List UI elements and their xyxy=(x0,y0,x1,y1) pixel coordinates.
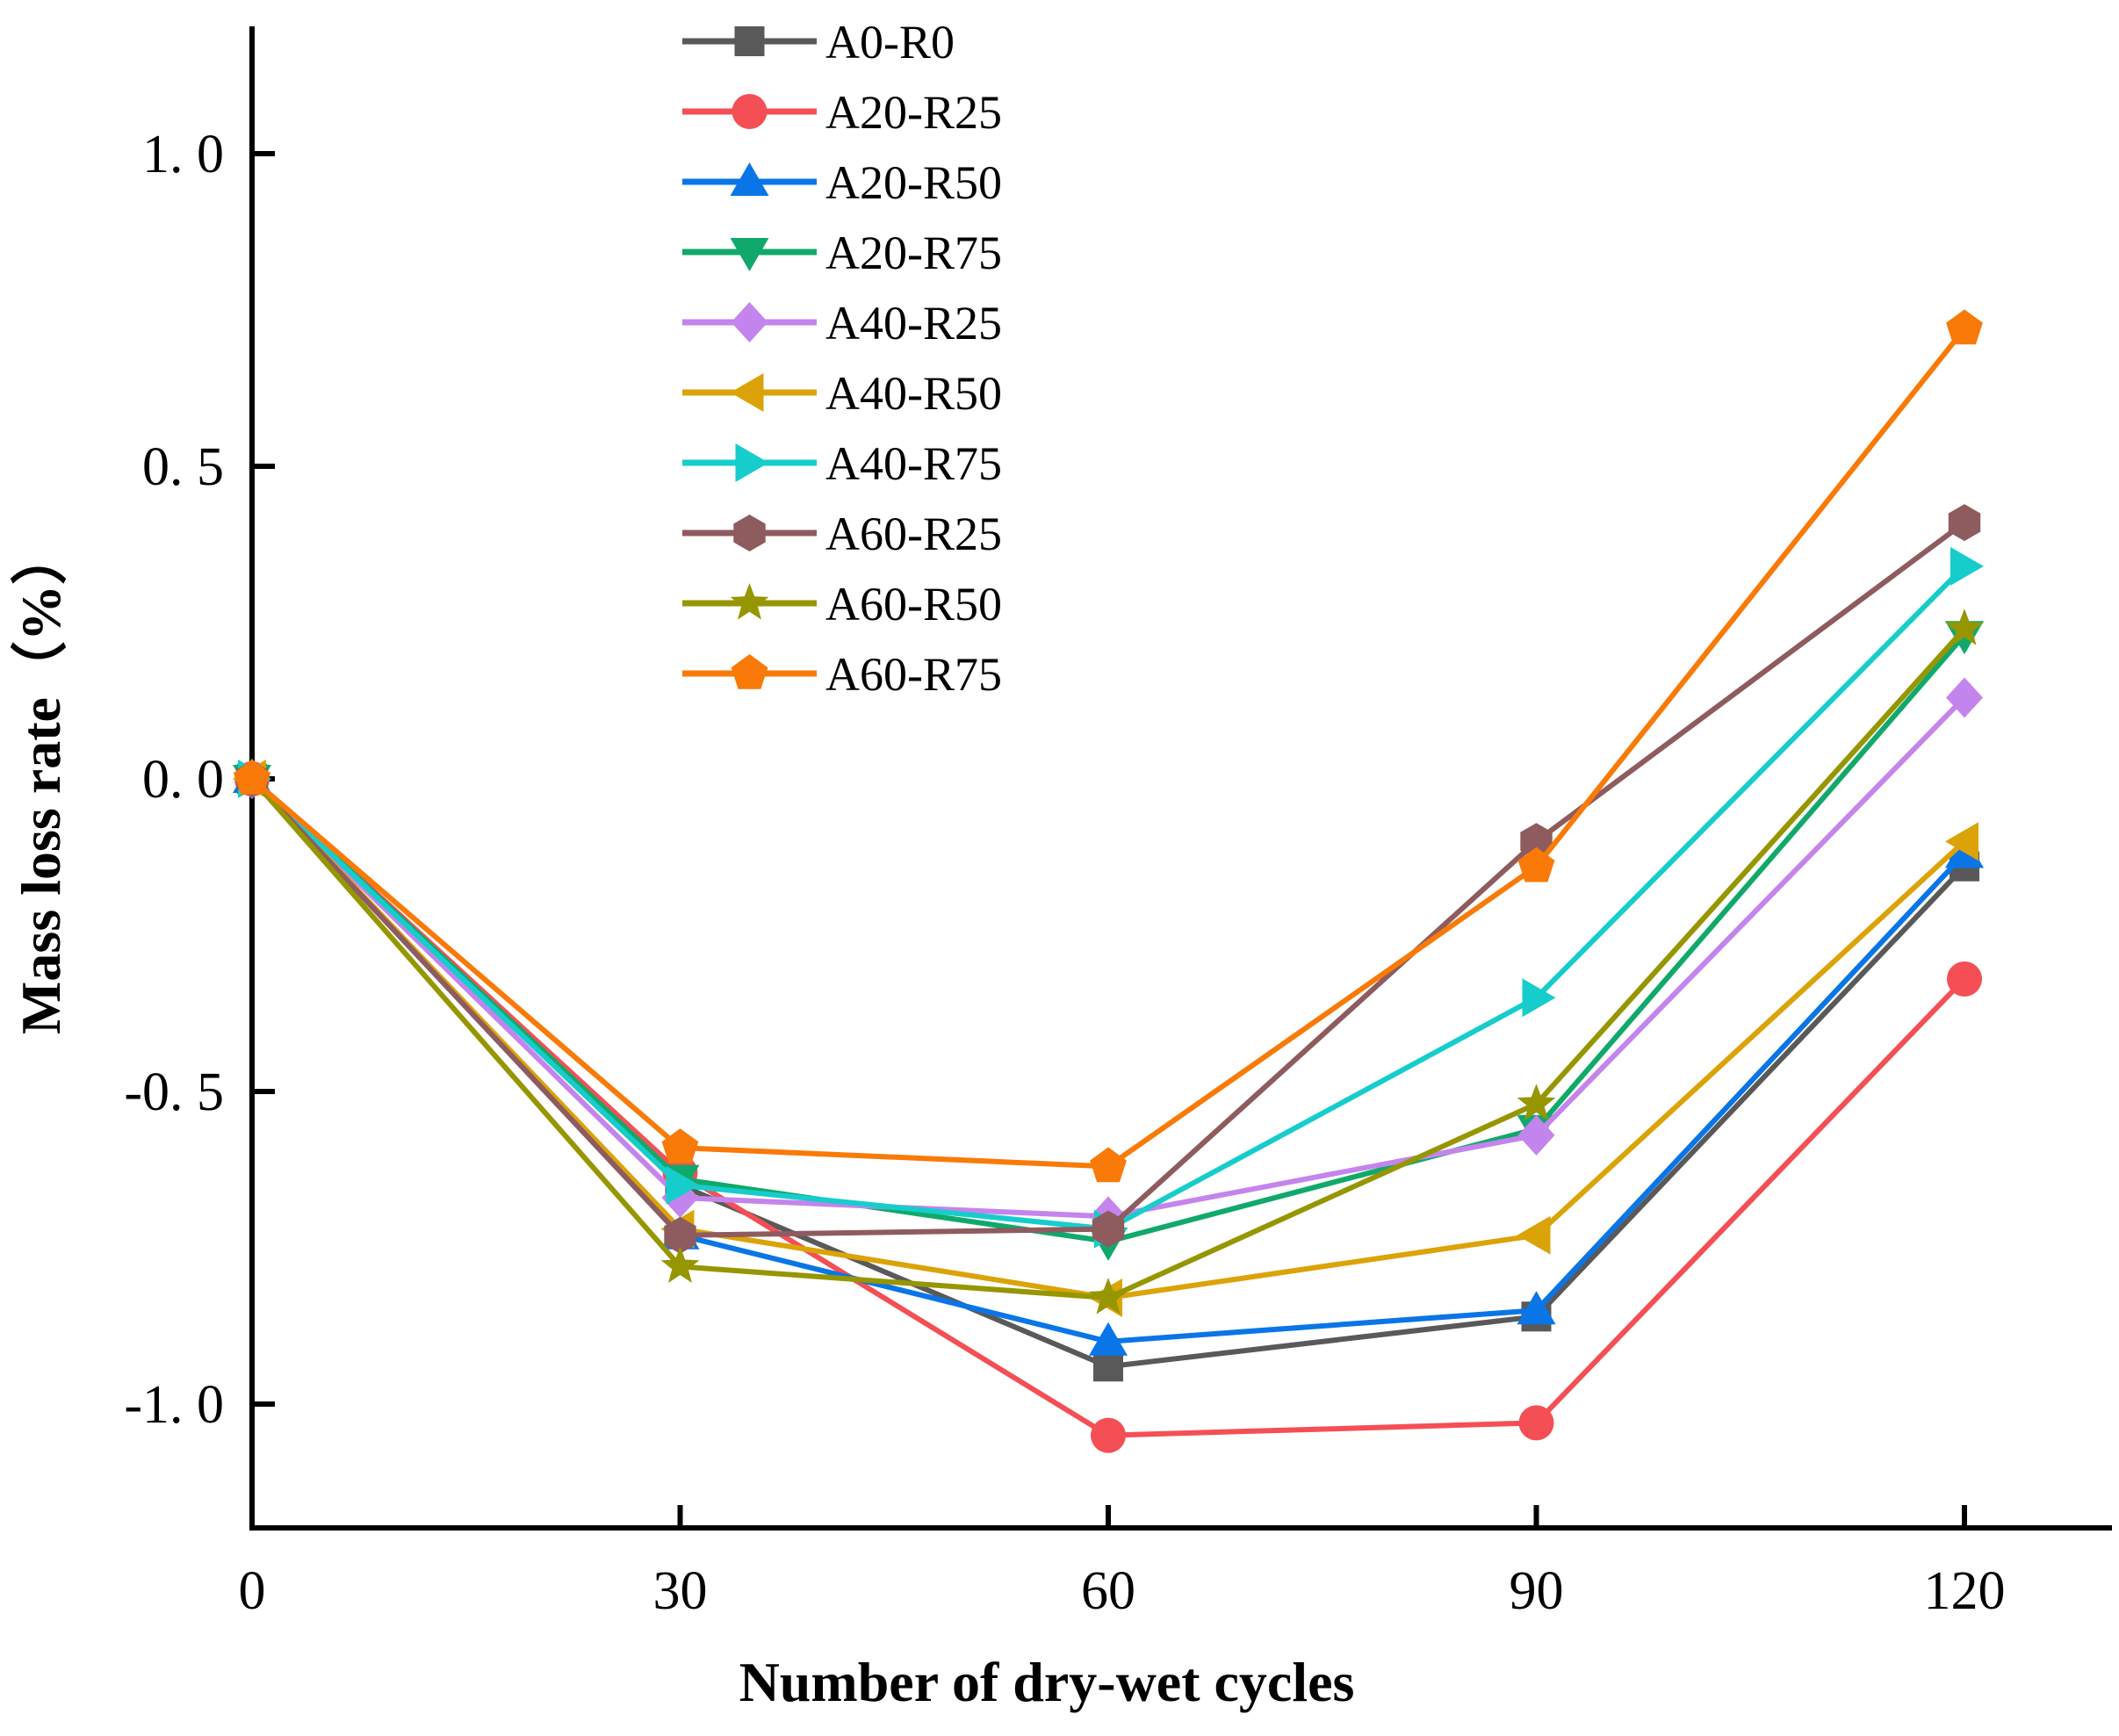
data-point xyxy=(1950,546,1984,586)
legend-item-A0-R0: A0-R0 xyxy=(682,16,955,68)
legend-marker xyxy=(733,515,766,551)
legend-marker xyxy=(731,302,768,342)
data-point xyxy=(1945,609,1984,645)
data-point xyxy=(1948,504,1981,542)
y-tick-label: -1. 0 xyxy=(124,1375,224,1435)
data-point xyxy=(1089,1278,1128,1315)
series-A60-R25 xyxy=(235,504,1981,1254)
data-point xyxy=(664,1216,696,1254)
legend-item-A60-R25: A60-R25 xyxy=(682,508,1002,560)
legend-marker xyxy=(730,583,769,620)
legend: A0-R0 A20-R25 A20-R50 A20-R75 A40-R25 A40-R50… xyxy=(682,16,1002,701)
legend-label: A60-R25 xyxy=(825,508,1002,560)
y-tick-label: 1. 0 xyxy=(142,125,224,184)
legend-item-A40-R75: A40-R75 xyxy=(682,437,1002,490)
legend-marker xyxy=(735,443,769,482)
legend-item-A20-R75: A20-R75 xyxy=(682,227,1002,279)
data-point xyxy=(1946,677,1983,718)
legend-item-A40-R50: A40-R50 xyxy=(682,367,1002,420)
legend-label: A60-R50 xyxy=(825,578,1002,630)
axes: 1. 0 0. 5 0. 0 -0. 5 -1. 0 0 30 60 90 120 xyxy=(124,26,2112,1621)
data-point xyxy=(660,1246,700,1283)
data-point xyxy=(666,1165,700,1205)
data-point xyxy=(1946,309,1983,345)
legend-marker xyxy=(734,26,765,56)
data-point xyxy=(661,1128,699,1163)
data-point xyxy=(234,760,270,795)
x-axis-title: Number of dry-wet cycles xyxy=(739,1651,1355,1713)
legend-marker xyxy=(731,654,768,689)
x-tick-label: 120 xyxy=(1924,1561,2006,1621)
legend-marker xyxy=(732,94,768,129)
data-point xyxy=(1947,961,1982,997)
y-tick-label: -0. 5 xyxy=(124,1062,224,1122)
legend-label: A60-R75 xyxy=(825,648,1002,701)
series-A60-R75 xyxy=(234,309,1983,1183)
legend-marker xyxy=(730,373,764,412)
data-point xyxy=(1092,1210,1125,1248)
series-layer xyxy=(233,309,1984,1453)
data-point xyxy=(1517,1291,1556,1325)
legend-label: A40-R75 xyxy=(825,437,1002,490)
legend-item-A20-R25: A20-R25 xyxy=(682,86,1002,139)
data-point xyxy=(1520,823,1553,861)
x-tick-label: 60 xyxy=(1081,1561,1135,1621)
legend-label: A0-R0 xyxy=(825,16,955,68)
data-point xyxy=(1091,1417,1126,1453)
legend-item-A60-R75: A60-R75 xyxy=(682,648,1002,701)
x-tick-label: 90 xyxy=(1510,1561,1564,1621)
series-line xyxy=(250,327,1967,1170)
legend-label: A40-R25 xyxy=(825,297,1002,349)
legend-label: A40-R50 xyxy=(825,367,1002,420)
y-tick-label: 0. 0 xyxy=(142,750,224,810)
legend-item-A40-R25: A40-R25 xyxy=(682,297,1002,349)
legend-item-A60-R50: A60-R50 xyxy=(682,578,1002,630)
y-axis-title: Mass loss rate（%） xyxy=(10,529,72,1034)
data-point xyxy=(1517,1084,1556,1120)
x-tick-label: 0 xyxy=(239,1561,266,1621)
data-point xyxy=(1522,978,1556,1018)
legend-marker xyxy=(730,162,769,196)
legend-label: A20-R50 xyxy=(825,156,1002,209)
legend-label: A20-R25 xyxy=(825,86,1002,139)
data-point xyxy=(1089,1322,1128,1356)
data-point xyxy=(1093,1351,1123,1382)
data-point xyxy=(1518,1405,1554,1441)
data-point xyxy=(1517,1215,1551,1255)
legend-marker xyxy=(730,238,769,271)
data-point xyxy=(1517,1114,1555,1156)
data-point xyxy=(1090,1147,1127,1183)
data-point xyxy=(1945,822,1978,861)
y-tick-label: 0. 5 xyxy=(142,437,224,497)
legend-label: A20-R75 xyxy=(825,227,1002,279)
legend-item-A20-R50: A20-R50 xyxy=(682,156,1002,209)
data-point xyxy=(1517,846,1555,882)
x-tick-label: 30 xyxy=(653,1561,708,1621)
